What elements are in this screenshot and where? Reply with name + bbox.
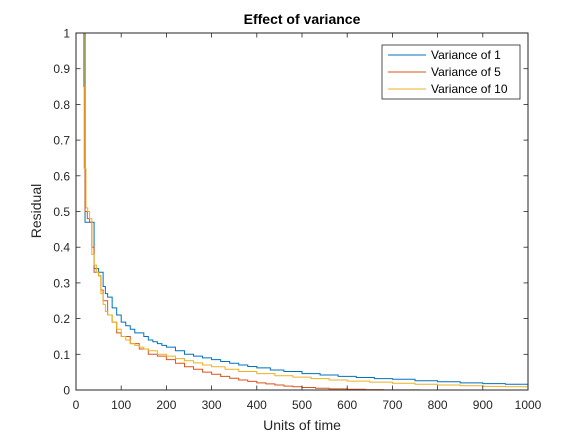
x-tick-label: 500 <box>292 398 312 412</box>
tick-layer: 0 100 200 300 400 500 600 700 800 900 1000 0 0.1 0.2 0… <box>53 27 541 413</box>
x-tick-label: 400 <box>247 398 267 412</box>
x-tick-label: 700 <box>382 398 402 412</box>
x-tick-label: 300 <box>202 398 222 412</box>
y-tick-label: 0.8 <box>53 98 70 112</box>
x-tick-label: 900 <box>473 398 493 412</box>
x-tick-label: 600 <box>337 398 357 412</box>
y-tick-label: 0.2 <box>53 312 70 326</box>
x-axis-label: Units of time <box>263 417 341 433</box>
x-tick-label: 200 <box>156 398 176 412</box>
y-axis-label: Residual <box>28 184 44 238</box>
y-tick-label: 0.6 <box>53 169 70 183</box>
y-tick-label: 0.9 <box>53 62 70 76</box>
x-tick-label: 1000 <box>515 398 542 412</box>
legend: Variance of 1 Variance of 5 Variance of 10 <box>381 44 521 100</box>
chart-title: Effect of variance <box>244 11 361 27</box>
legend-label-2: Variance of 5 <box>431 65 501 79</box>
x-tick-label: 0 <box>73 398 80 412</box>
series-layer <box>81 32 529 391</box>
y-tick-label: 0.7 <box>53 134 70 148</box>
y-tick-label: 0.3 <box>53 276 70 290</box>
y-tick-label: 1 <box>63 27 70 41</box>
y-tick-label: 0 <box>63 384 70 398</box>
legend-label-1: Variance of 1 <box>431 48 501 62</box>
y-tick-label: 0.1 <box>53 348 70 362</box>
x-tick-label: 800 <box>428 398 448 412</box>
x-tick-label: 100 <box>111 398 131 412</box>
y-tick-label: 0.5 <box>53 205 70 219</box>
series-line-3 <box>82 32 529 388</box>
y-tick-label: 0.4 <box>53 241 70 255</box>
series-line-1 <box>81 32 529 385</box>
legend-label-3: Variance of 10 <box>431 82 508 96</box>
